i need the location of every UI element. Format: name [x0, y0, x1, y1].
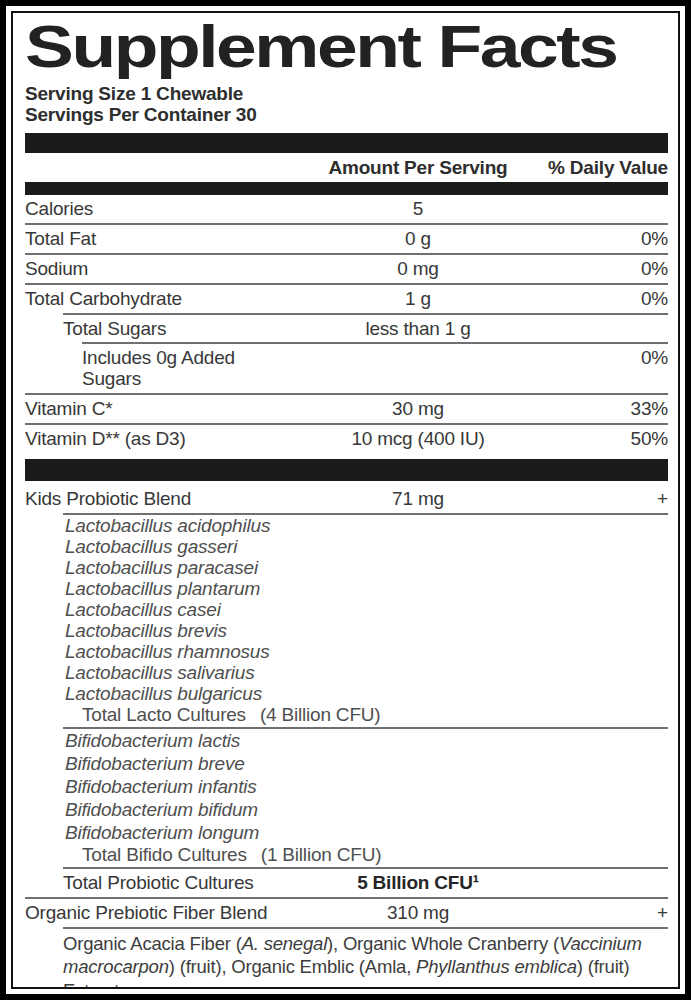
species-total-label: Total Bifido Cultures	[82, 844, 247, 865]
species-name: Lactobacillus salivarius	[25, 662, 668, 683]
species-total-label: Total Lacto Cultures	[82, 704, 246, 725]
ingredient-latin-name: A. senegal	[242, 933, 327, 954]
header-bottom-bar	[25, 182, 668, 195]
nutrient-amount: 1 g	[288, 289, 548, 310]
facts-rows: Calories5Total Fat0 g0%Sodium0 mg0%Total…	[25, 195, 668, 989]
nutrient-row: Kids Probiotic Blend71 mg+	[25, 485, 668, 513]
ingredient-text: ), Organic Whole Cranberry (	[327, 933, 559, 954]
supplement-facts-label: Supplement Facts Serving Size 1 Chewable…	[0, 0, 691, 1000]
nutrient-row: Organic Prebiotic Fiber Blend310 mg+	[25, 899, 668, 927]
nutrient-row: Total Sugarsless than 1 g	[25, 315, 668, 343]
nutrient-row: Total Probiotic Cultures5 Billion CFU¹	[25, 869, 668, 897]
ingredient-latin-name: Phyllanthus emblica	[416, 956, 577, 977]
species-name: Lactobacillus plantarum	[25, 578, 668, 599]
column-header-row: Amount Per Serving % Daily Value	[25, 153, 668, 182]
species-name: Lactobacillus acidophilus	[25, 515, 668, 536]
daily-value-header: % Daily Value	[548, 157, 668, 179]
nutrient-name: Vitamin C*	[25, 399, 288, 420]
nutrient-amount: 5	[288, 199, 548, 220]
nutrient-amount: 71 mg	[288, 489, 548, 510]
nutrient-daily-value: 0%	[548, 259, 668, 280]
species-name: Lactobacillus gasseri	[25, 536, 668, 557]
section-separator-bar	[25, 459, 668, 481]
ingredient-text: Organic Acacia Fiber (	[63, 933, 242, 954]
species-name: Bifidobacterium longum	[25, 821, 668, 844]
nutrient-row: Sodium0 mg0%	[25, 255, 668, 283]
nutrient-amount: 30 mg	[288, 399, 548, 420]
species-name: Lactobacillus paracasei	[25, 557, 668, 578]
species-name: Bifidobacterium breve	[25, 752, 668, 775]
species-total-cfu: (1 Billion CFU)	[261, 844, 382, 865]
page-title: Supplement Facts	[25, 17, 680, 77]
nutrient-name: Calories	[25, 199, 288, 220]
nutrient-daily-value: 0%	[548, 229, 668, 250]
nutrient-daily-value: +	[548, 489, 668, 510]
species-name: Lactobacillus rhamnosus	[25, 641, 668, 662]
nutrient-name: Vitamin D** (as D3)	[25, 429, 288, 450]
species-name: Lactobacillus casei	[25, 599, 668, 620]
nutrient-amount: 0 mg	[288, 259, 548, 280]
nutrient-daily-value: 33%	[548, 399, 668, 420]
nutrient-amount: 0 g	[288, 229, 548, 250]
nutrient-name: Total Sugars	[25, 319, 288, 340]
species-name: Bifidobacterium infantis	[25, 775, 668, 798]
species-name: Lactobacillus brevis	[25, 620, 668, 641]
nutrient-name: Sodium	[25, 259, 288, 280]
nutrient-daily-value: 50%	[548, 429, 668, 450]
nutrient-row: Vitamin D** (as D3)10 mcg (400 IU)50%	[25, 425, 668, 453]
nutrient-row: Total Carbohydrate1 g0%	[25, 285, 668, 313]
nutrient-name: Total Fat	[25, 229, 288, 250]
species-total-row: Total Lacto Cultures (4 Billion CFU)	[25, 704, 668, 727]
nutrient-row: Calories5	[25, 195, 668, 223]
nutrient-amount: 5 Billion CFU¹	[288, 873, 548, 894]
nutrient-row: Includes 0g Added Sugars 0%	[25, 344, 668, 393]
nutrient-name: Total Probiotic Cultures	[25, 873, 288, 894]
amount-per-serving-header: Amount Per Serving	[288, 157, 548, 179]
nutrient-name: Total Carbohydrate	[25, 289, 288, 310]
species-name: Bifidobacterium bifidum	[25, 798, 668, 821]
nutrient-daily-value: 0%	[548, 348, 668, 369]
nutrient-name: Includes 0g Added Sugars	[25, 348, 288, 390]
nutrient-amount: less than 1 g	[288, 319, 548, 340]
nutrient-row: Vitamin C*30 mg33%	[25, 395, 668, 423]
top-section-bar	[25, 133, 668, 153]
nutrient-row: Total Fat0 g0%	[25, 225, 668, 253]
nutrient-name: Organic Prebiotic Fiber Blend	[25, 903, 288, 924]
nutrient-daily-value: 0%	[548, 289, 668, 310]
blend-ingredients: Organic Acacia Fiber (A. senegal), Organ…	[25, 929, 668, 989]
species-name: Lactobacillus bulgaricus	[25, 683, 668, 704]
species-total-cfu: (4 Billion CFU)	[260, 704, 381, 725]
nutrient-name: Kids Probiotic Blend	[25, 489, 288, 510]
nutrient-amount: 10 mcg (400 IU)	[288, 429, 548, 450]
ingredient-text: ) (fruit), Organic Emblic (Amla,	[169, 956, 416, 977]
serving-size-line: Serving Size 1 Chewable	[25, 84, 668, 105]
label-inner-frame: Supplement Facts Serving Size 1 Chewable…	[11, 11, 680, 989]
species-name: Bifidobacterium lactis	[25, 729, 668, 752]
nutrient-amount: 310 mg	[288, 903, 548, 924]
servings-per-container-line: Servings Per Container 30	[25, 105, 668, 126]
species-total-row: Total Bifido Cultures (1 Billion CFU)	[25, 844, 668, 867]
nutrient-daily-value: +	[548, 903, 668, 924]
